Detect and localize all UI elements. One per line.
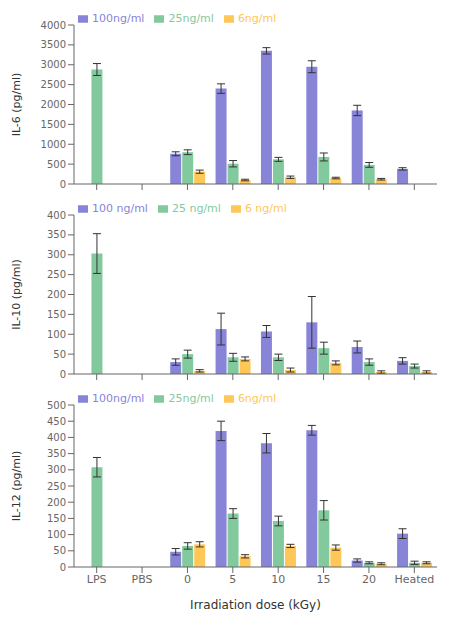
svg-text:1000: 1000 (41, 139, 66, 150)
html-text:6ng/ml: 6ng/ml (237, 12, 277, 25)
svg-text:0: 0 (184, 573, 191, 586)
svg-text:3000: 3000 (41, 59, 66, 70)
svg-text:300: 300 (47, 464, 66, 475)
svg-text:0: 0 (60, 179, 66, 190)
svg-text:PBS: PBS (132, 573, 153, 586)
svg-text:4000: 4000 (41, 20, 66, 31)
html-text:25 ng/ml: 25 ng/ml (171, 202, 221, 215)
svg-text:LPS: LPS (87, 573, 107, 586)
svg-text:500: 500 (47, 400, 66, 411)
svg-text:0: 0 (60, 562, 66, 573)
svg-text:450: 450 (47, 416, 66, 427)
svg-text:100: 100 (47, 329, 66, 340)
svg-text:Heated: Heated (394, 573, 434, 586)
svg-text:2500: 2500 (41, 79, 66, 90)
svg-text:IL-10 (pg/ml): IL-10 (pg/ml) (10, 259, 23, 330)
html-text:100 ng/ml: 100 ng/ml (92, 202, 148, 215)
svg-text:100: 100 (47, 529, 66, 540)
svg-text:350: 350 (47, 448, 66, 459)
svg-text:3500: 3500 (41, 39, 66, 50)
svg-text:400: 400 (47, 210, 66, 221)
svg-text:0: 0 (60, 369, 66, 380)
svg-text:2000: 2000 (41, 99, 66, 110)
svg-text:15: 15 (317, 573, 331, 586)
svg-text:200: 200 (47, 497, 66, 508)
html-text:6ng/ml: 6ng/ml (237, 392, 277, 405)
html-text:6 ng/ml: 6 ng/ml (244, 202, 287, 215)
html-text:100ng/ml: 100ng/ml (92, 12, 145, 25)
svg-text:50: 50 (53, 545, 66, 556)
svg-text:5: 5 (229, 573, 236, 586)
html-text:25ng/ml: 25ng/ml (168, 392, 214, 405)
svg-text:150: 150 (47, 309, 66, 320)
svg-text:250: 250 (47, 269, 66, 280)
svg-text:Irradiation dose (kGy): Irradiation dose (kGy) (190, 598, 321, 612)
html-text:25ng/ml: 25ng/ml (168, 12, 214, 25)
html-text:100ng/ml: 100ng/ml (92, 392, 145, 405)
svg-text:20: 20 (362, 573, 376, 586)
svg-text:150: 150 (47, 513, 66, 524)
svg-text:350: 350 (47, 229, 66, 240)
svg-text:400: 400 (47, 432, 66, 443)
svg-text:10: 10 (271, 573, 285, 586)
svg-text:IL-12 (pg/ml): IL-12 (pg/ml) (10, 451, 23, 522)
svg-text:500: 500 (47, 159, 66, 170)
svg-text:50: 50 (53, 349, 66, 360)
svg-text:250: 250 (47, 481, 66, 492)
svg-text:300: 300 (47, 249, 66, 260)
svg-text:1500: 1500 (41, 119, 66, 130)
svg-text:IL-6 (pg/ml): IL-6 (pg/ml) (10, 73, 23, 137)
svg-text:200: 200 (47, 289, 66, 300)
